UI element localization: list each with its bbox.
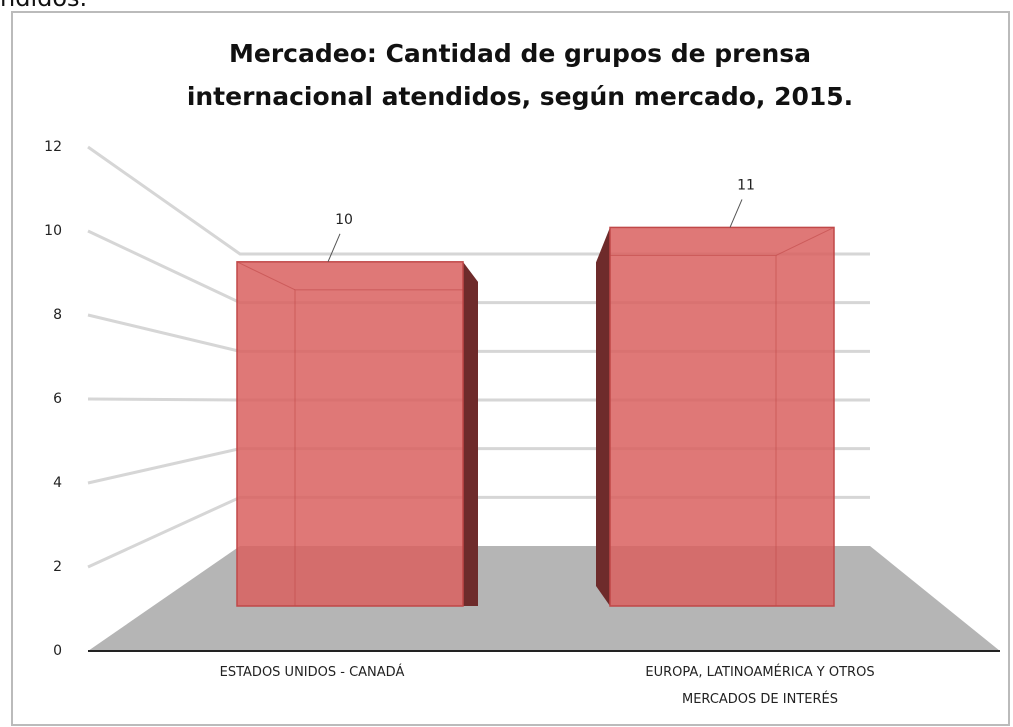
- bar-side: [596, 227, 610, 606]
- y-tick-label: 10: [44, 223, 62, 239]
- chart-title: Mercadeo: Cantidad de grupos de prensa i…: [186, 39, 854, 111]
- floor: [88, 546, 1000, 651]
- bar-face: [609, 226, 835, 607]
- value-label: 11: [737, 177, 755, 193]
- y-tick-label: 6: [53, 391, 62, 407]
- bar-edge: [236, 261, 296, 291]
- caption-fragment: ndidos.: [0, 0, 87, 12]
- y-tick-label: 12: [44, 139, 62, 155]
- bar-edge: [775, 226, 835, 256]
- x-tick-label: EUROPA, LATINOAMÉRICA Y OTROS MERCADOS D…: [645, 665, 875, 707]
- y-tick-label: 4: [53, 475, 62, 491]
- bar-side: [463, 261, 478, 606]
- value-label: 10: [335, 212, 353, 228]
- x-tick-label: ESTADOS UNIDOS - CANADÁ: [219, 665, 405, 680]
- y-tick-label: 8: [53, 307, 62, 323]
- bar: [596, 226, 835, 607]
- bar-back: [609, 254, 777, 607]
- bar-face: [236, 261, 464, 607]
- bar: [236, 261, 478, 607]
- y-tick-label: 0: [53, 643, 62, 659]
- y-tick-label: 2: [53, 559, 62, 575]
- leader-line: [729, 199, 743, 228]
- bar-back: [294, 289, 464, 607]
- leader-line: [327, 233, 341, 263]
